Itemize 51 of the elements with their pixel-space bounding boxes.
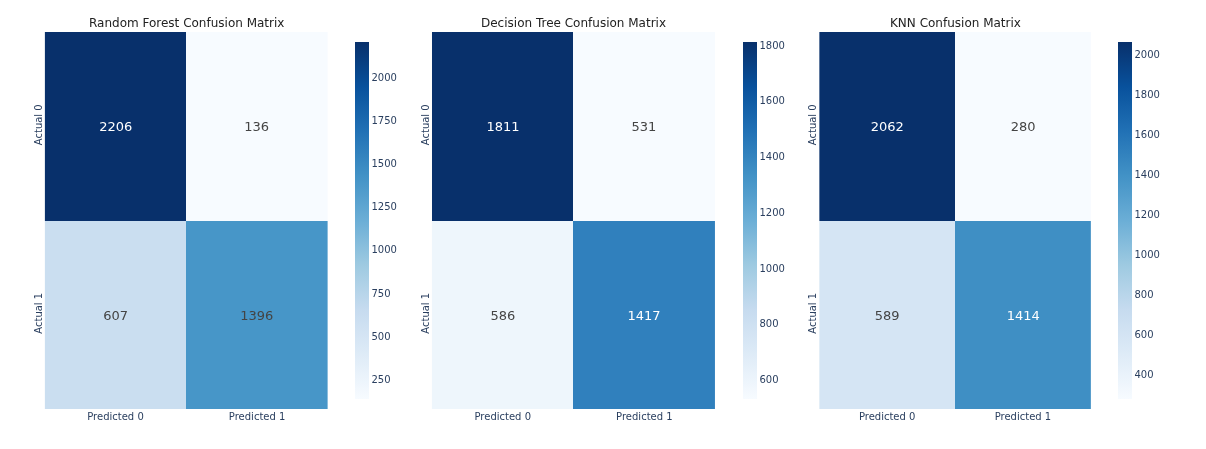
x-tick-label: Predicted 0 [87,411,144,422]
data-label: 2206 [99,118,133,134]
color-bar-label: 800 [1134,289,1154,301]
color-bar-label: 2000 [1134,48,1160,60]
data-label: 1417 [627,307,661,323]
x-tick-label: Predicted 1 [228,411,286,422]
color-bar-label: 1600 [1134,129,1160,141]
data-label: 280 [1010,118,1036,134]
y-tick-label: Actual 1 [32,292,44,334]
data-label: 531 [631,118,657,134]
color-bar-label: 750 [371,287,391,299]
color-bar-label: 1400 [1134,169,1160,181]
data-label: 1396 [240,307,274,323]
color-bar-label: 1000 [371,244,397,256]
color-bar-label: 800 [759,318,779,330]
color-bar-label: 600 [759,374,779,386]
color-bar-label: 2000 [371,72,397,84]
color-bar-label: 600 [1134,329,1154,341]
x-tick-label: Predicted 1 [994,411,1052,422]
color-bar-label: 250 [371,373,391,385]
color-bar-label: 1000 [759,262,785,274]
y-tick-label: Actual 1 [807,292,819,334]
data-label: 1414 [1006,307,1040,323]
x-tick-label: Predicted 0 [474,411,531,422]
data-label: 1811 [486,118,520,134]
y-tick-label: Actual 0 [32,104,44,146]
data-label: 586 [490,307,516,323]
color-bar-label: 1800 [759,39,785,51]
chart-title: Random Forest Confusion Matrix [89,16,285,30]
x-tick-label: Predicted 0 [858,411,916,422]
y-tick-label: Actual 0 [807,104,819,146]
color-bar-label: 1200 [759,206,785,218]
data-label: 2062 [870,118,904,134]
x-tick-label: Predicted 1 [616,411,673,422]
color-bar-label: 400 [1134,369,1154,381]
color-bar-label: 1000 [1134,249,1160,261]
color-bar-label: 1500 [371,158,397,170]
chart-title: KNN Confusion Matrix [890,16,1021,30]
chart-title: Decision Tree Confusion Matrix [481,16,667,30]
data-label: 136 [244,118,270,134]
data-label: 607 [103,307,129,323]
color-bar-label: 1600 [759,95,785,107]
data-label: 589 [874,307,900,323]
y-tick-label: Actual 1 [419,292,431,334]
color-bar-label: 500 [371,330,391,342]
color-bar-label: 1200 [1134,209,1160,221]
color-bar-label: 1800 [1134,88,1160,100]
color-bar-label: 1400 [759,151,785,163]
color-bar-label: 1250 [371,201,397,213]
color-bar-label: 1750 [371,115,397,127]
y-tick-label: Actual 0 [419,104,431,146]
